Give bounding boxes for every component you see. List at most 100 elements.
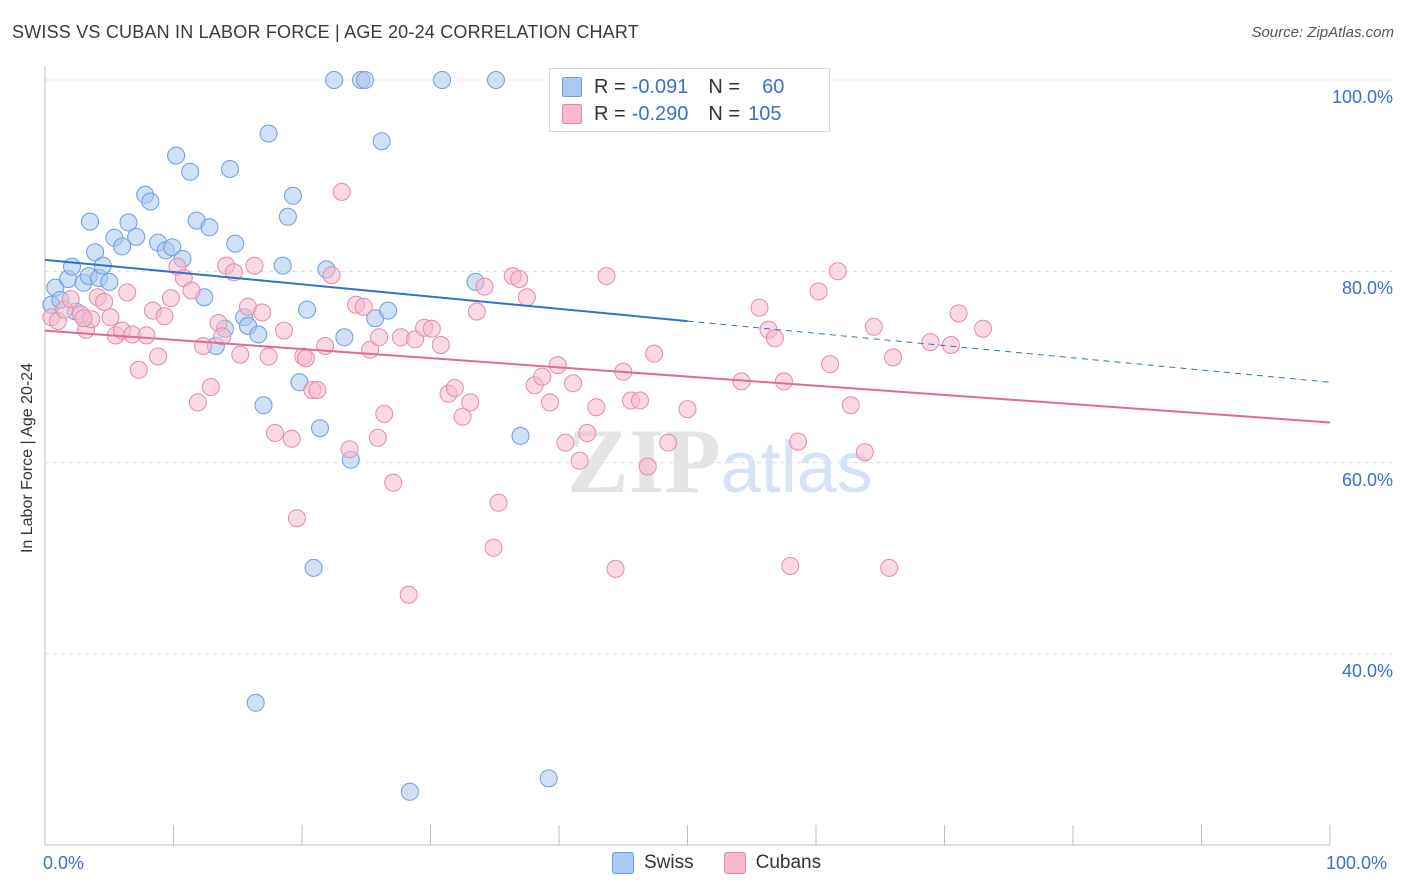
swiss-point [100, 272, 119, 291]
swiss-point [278, 207, 297, 226]
swiss-point [181, 162, 200, 181]
legend-row-swiss: R = -0.091 N = 60 [562, 75, 784, 99]
swiss-point [249, 325, 268, 344]
cubans-point [282, 429, 301, 448]
cubans-swatch [723, 852, 746, 874]
swiss-point [304, 558, 323, 577]
legend-item-swiss[interactable]: Swiss [612, 852, 694, 874]
cubans-point [921, 333, 940, 352]
cubans-point [821, 355, 840, 374]
cubans-point [266, 424, 284, 442]
cubans-point [750, 298, 769, 317]
x-tick-min: 0.0% [43, 853, 85, 873]
cubans-point [182, 281, 201, 300]
swiss-trend-extension [687, 320, 1331, 383]
swiss-point [372, 132, 391, 151]
cubans-point [587, 398, 606, 417]
cubans-point [213, 327, 232, 346]
cubans-point [855, 443, 874, 462]
cubans-point [384, 473, 403, 492]
swiss-trend-line [44, 258, 688, 323]
legend-item-cubans[interactable]: Cubans [723, 852, 822, 874]
swiss-point [259, 124, 278, 143]
swiss-point [400, 782, 419, 801]
cubans-point [941, 336, 960, 354]
swiss-swatch [562, 77, 582, 97]
swiss-point [119, 213, 138, 232]
cubans-point [245, 256, 264, 275]
r-label: R = [594, 102, 626, 125]
cubans-point [467, 302, 486, 321]
legend-label-cubans: Cubans [755, 852, 822, 873]
cubans-point [101, 308, 120, 327]
cubans-point [974, 319, 992, 338]
cubans-point [149, 347, 168, 366]
cubans-point [161, 289, 180, 308]
n-label: N = [708, 102, 741, 125]
cubans-point [659, 433, 678, 452]
series-legend: Swiss Cubans [612, 852, 851, 874]
cubans-point [789, 432, 807, 451]
cubans-point [880, 558, 899, 577]
cubans-point [95, 292, 114, 311]
swiss-point [284, 186, 302, 205]
swiss-point [298, 300, 317, 319]
cubans-point [517, 288, 536, 307]
legend-label-swiss: Swiss [644, 852, 694, 873]
cubans-point [188, 393, 207, 412]
cubans-point [375, 404, 394, 423]
n-label: N = [708, 75, 741, 98]
cubans-point [231, 345, 250, 364]
cubans-point [631, 391, 649, 410]
cubans-point [332, 182, 351, 201]
cubans-point [564, 374, 583, 393]
swiss-point [200, 218, 219, 237]
cubans-point [578, 424, 597, 442]
swiss-point [356, 71, 374, 89]
cubans-point [864, 317, 883, 336]
swiss-point [163, 238, 182, 257]
cubans-point [370, 328, 389, 347]
n-value: 60 [762, 75, 785, 98]
swiss-point [167, 146, 186, 165]
cubans-point [489, 493, 508, 512]
y-tick-label: 60.0% [1341, 469, 1393, 490]
cubans-point [354, 297, 373, 316]
swiss-swatch [612, 852, 634, 874]
swiss-point [325, 71, 344, 89]
x-tick-max: 100.0% [1326, 853, 1388, 873]
cubans-point [194, 337, 213, 355]
swiss-point [433, 71, 452, 89]
cubans-point [322, 266, 341, 285]
legend-row-cubans: R = -0.290 N = 105 [562, 102, 781, 126]
cubans-point [340, 440, 359, 459]
cubans-point [308, 381, 327, 399]
cubans-point [155, 307, 174, 326]
cubans-point [541, 393, 559, 412]
cubans-point [781, 557, 800, 575]
y-tick-label: 80.0% [1341, 278, 1393, 299]
swiss-point [113, 237, 132, 256]
n-value: 105 [748, 102, 782, 125]
cubans-point [296, 349, 315, 368]
cubans-point [461, 393, 480, 412]
cubans-point [597, 267, 616, 286]
swiss-point [127, 227, 146, 246]
cubans-point [884, 348, 903, 367]
swiss-point [539, 769, 558, 788]
swiss-point [311, 419, 329, 438]
swiss-point [81, 212, 99, 231]
cubans-point [431, 336, 450, 354]
swiss-point [246, 693, 265, 712]
cubans-point [678, 400, 697, 419]
y-tick-label: 40.0% [1341, 661, 1393, 681]
cubans-point [453, 407, 472, 426]
watermark: ZIPatlas [567, 410, 872, 512]
cubans-point [638, 457, 657, 476]
cubans-point [74, 309, 93, 328]
cubans-point [606, 559, 625, 578]
cubans-point [275, 321, 293, 340]
cubans-point [129, 360, 148, 379]
cubans-point [253, 303, 272, 322]
